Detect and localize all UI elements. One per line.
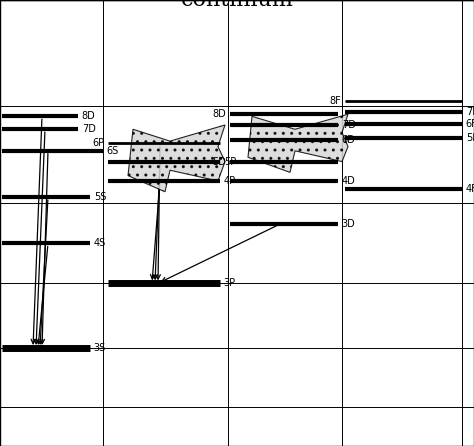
Text: 5S: 5S: [94, 192, 106, 202]
Text: 3D: 3D: [342, 219, 356, 229]
Text: 5P: 5P: [224, 157, 236, 167]
Text: 6D: 6D: [342, 135, 356, 145]
Text: 6P: 6P: [92, 138, 104, 148]
Text: continium: continium: [181, 0, 293, 11]
Text: 7D: 7D: [82, 124, 96, 134]
Text: 5F: 5F: [466, 133, 474, 143]
Text: 8D: 8D: [82, 112, 96, 121]
Text: 4D: 4D: [342, 176, 356, 186]
Text: 6F: 6F: [466, 119, 474, 129]
Text: 4P: 4P: [224, 176, 236, 186]
Text: 5D: 5D: [212, 157, 226, 167]
Text: 4S: 4S: [94, 239, 106, 248]
Text: 8F: 8F: [329, 96, 341, 106]
Text: 3S: 3S: [94, 343, 106, 353]
Text: 4F: 4F: [466, 183, 474, 194]
Text: 6S: 6S: [107, 146, 119, 156]
Text: 7D: 7D: [342, 120, 356, 130]
Polygon shape: [128, 125, 225, 192]
Polygon shape: [248, 114, 348, 172]
Text: 8D: 8D: [212, 109, 226, 119]
Text: 3P: 3P: [224, 278, 236, 288]
Text: 7F: 7F: [466, 107, 474, 117]
